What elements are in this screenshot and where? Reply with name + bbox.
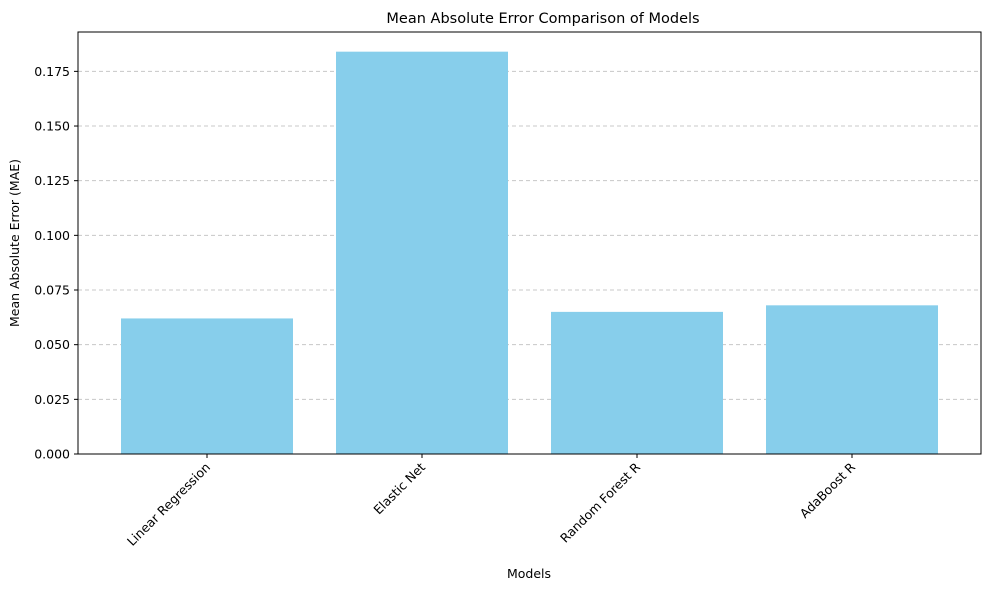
y-tick-label: 0.150: [34, 119, 70, 134]
y-tick-label: 0.075: [34, 283, 70, 298]
y-tick-label: 0.100: [34, 228, 70, 243]
y-tick-label: 0.175: [34, 64, 70, 79]
bar: [336, 51, 508, 454]
bars: [121, 51, 938, 454]
plot-frame: [77, 31, 982, 455]
y-tick-label: 0.125: [34, 173, 70, 188]
chart-title: Mean Absolute Error Comparison of Models: [386, 11, 699, 27]
x-axis-label: Models: [507, 566, 551, 581]
y-axis-label: Mean Absolute Error (MAE): [7, 159, 22, 327]
bar: [766, 305, 938, 454]
y-tick-label: 0.025: [34, 392, 70, 407]
y-tick-label: 0.000: [34, 447, 70, 462]
bar: [121, 318, 293, 454]
y-axis-ticks: 0.000 0.025 0.050 0.075 0.100 0.125 0.150 0.175: [34, 64, 78, 462]
y-tick-label: 0.050: [34, 337, 70, 352]
bar: [551, 311, 723, 454]
